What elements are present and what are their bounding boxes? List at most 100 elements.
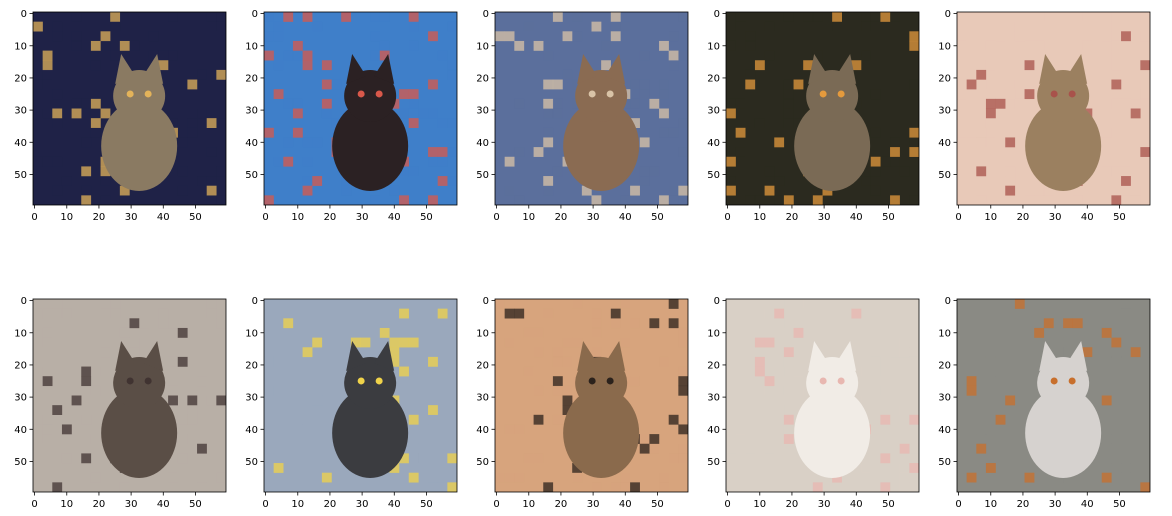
image-pixel-block xyxy=(514,147,524,157)
image-pixel-block xyxy=(726,186,736,196)
image-pixel-block xyxy=(139,338,149,348)
image-pixel-block xyxy=(91,118,101,128)
image-pixel-block xyxy=(197,109,207,119)
cat-eye-shape xyxy=(127,90,134,97)
y-tick-label: 30 xyxy=(938,106,951,117)
y-tick-label: 40 xyxy=(707,138,720,149)
image-pixel-block xyxy=(168,386,178,396)
image-pixel-block xyxy=(755,357,765,367)
cat-eye-shape xyxy=(358,377,365,384)
image-pixel-block xyxy=(649,318,659,328)
y-tick-label: 30 xyxy=(938,393,951,404)
image-pixel-block xyxy=(678,386,688,396)
image-pixel-block xyxy=(361,318,371,328)
image-pixel-block xyxy=(572,299,582,309)
image-pixel-block xyxy=(81,99,91,109)
image-pixel-block xyxy=(81,166,91,176)
image-pixel-block xyxy=(669,195,679,205)
image-pixel-block xyxy=(765,434,775,444)
image-pixel-block xyxy=(1025,12,1035,22)
image-pixel-block xyxy=(640,137,650,147)
image-pixel-block xyxy=(207,186,217,196)
image-pixel-block xyxy=(1102,51,1112,61)
image-pixel-block xyxy=(784,99,794,109)
image-pixel-block xyxy=(986,463,996,473)
image-pixel-block xyxy=(505,473,515,483)
image-pixel-block xyxy=(505,424,515,434)
image-pixel-block xyxy=(495,473,505,483)
image-pixel-block xyxy=(1102,166,1112,176)
image-pixel-block xyxy=(332,80,342,90)
image-pixel-block xyxy=(428,415,438,425)
image-pixel-block xyxy=(1102,396,1112,406)
image-pixel-block xyxy=(1025,299,1035,309)
image-pixel-block xyxy=(168,318,178,328)
image-pixel-block xyxy=(158,318,168,328)
image-pixel-block xyxy=(659,473,669,483)
image-pixel-block xyxy=(524,328,534,338)
image-pixel-block xyxy=(438,176,448,186)
image-pixel-block xyxy=(736,147,746,157)
image-pixel-block xyxy=(909,41,919,51)
image-pixel-block xyxy=(659,89,669,99)
image-pixel-block xyxy=(216,22,226,32)
image-pixel-block xyxy=(669,186,679,196)
x-tick-label: 50 xyxy=(189,499,202,510)
image-pixel-block xyxy=(553,347,563,357)
image-pixel-block xyxy=(274,463,284,473)
x-tick-label: 30 xyxy=(1049,499,1062,510)
y-tick-label: 50 xyxy=(476,170,489,181)
image-pixel-block xyxy=(178,415,188,425)
image-pixel-block xyxy=(1140,89,1150,99)
image-pixel-block xyxy=(81,186,91,196)
panel-image xyxy=(264,299,457,492)
x-tick-label: 20 xyxy=(555,212,568,223)
x-tick-label: 40 xyxy=(619,499,632,510)
image-pixel-block xyxy=(765,338,775,348)
image-pixel-block xyxy=(43,70,53,80)
image-pixel-block xyxy=(1025,195,1035,205)
image-pixel-block xyxy=(976,376,986,386)
image-pixel-block xyxy=(380,328,390,338)
image-pixel-block xyxy=(649,444,659,454)
image-pixel-block xyxy=(890,405,900,415)
image-pixel-block xyxy=(976,80,986,90)
image-pixel-block xyxy=(322,80,332,90)
image-pixel-block xyxy=(659,128,669,138)
x-tick-label: 20 xyxy=(786,499,799,510)
image-pixel-block xyxy=(1005,137,1015,147)
image-pixel-block xyxy=(755,309,765,319)
image-pixel-block xyxy=(52,405,62,415)
image-pixel-block xyxy=(1111,12,1121,22)
image-pixel-block xyxy=(832,299,842,309)
image-pixel-block xyxy=(967,424,977,434)
image-pixel-block xyxy=(130,41,140,51)
image-pixel-block xyxy=(158,51,168,61)
x-tick-label: 30 xyxy=(125,212,138,223)
cat-eye-shape xyxy=(145,90,152,97)
y-tick-label: 50 xyxy=(476,457,489,468)
image-pixel-block xyxy=(534,386,544,396)
image-pixel-block xyxy=(197,482,207,492)
image-pixel-block xyxy=(207,195,217,205)
image-pixel-block xyxy=(495,31,505,41)
y-tick-label: 30 xyxy=(245,106,258,117)
image-pixel-block xyxy=(361,338,371,348)
image-pixel-block xyxy=(418,453,428,463)
image-pixel-block xyxy=(563,386,573,396)
image-pixel-block xyxy=(341,299,351,309)
image-pixel-block xyxy=(784,386,794,396)
y-tick-label: 40 xyxy=(938,425,951,436)
cat-eye-shape xyxy=(145,377,152,384)
image-pixel-block xyxy=(380,12,390,22)
image-pixel-block xyxy=(428,109,438,119)
image-pixel-block xyxy=(158,309,168,319)
y-tick-label: 50 xyxy=(938,170,951,181)
cat-eye-shape xyxy=(820,377,827,384)
image-pixel-block xyxy=(967,80,977,90)
y-tick-label: 40 xyxy=(245,138,258,149)
image-pixel-block xyxy=(33,157,43,167)
y-tick-label: 20 xyxy=(245,73,258,84)
image-pixel-block xyxy=(399,195,409,205)
image-pixel-block xyxy=(1015,357,1025,367)
